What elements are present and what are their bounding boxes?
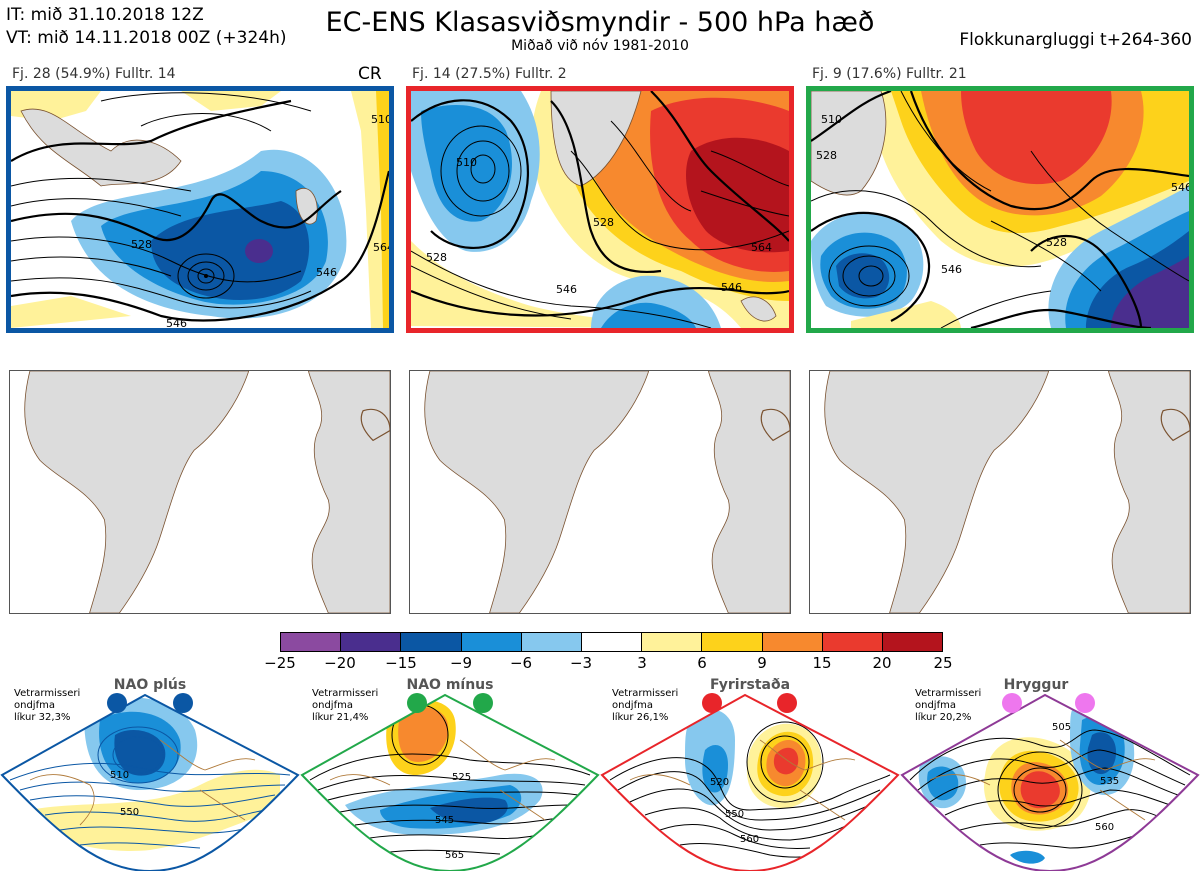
cluster-1-anomaly-chart: 528 546 546 564 510 (11, 91, 389, 328)
colorbar-swatch (521, 633, 582, 651)
land-outline (824, 371, 1190, 613)
colorbar-tick: −3 (569, 654, 593, 672)
regime-2-note: Vetrarmisseri ondjfma líkur 21,4% (312, 688, 379, 723)
contour-label: 560 (740, 834, 759, 845)
colorbar-tick: 25 (933, 654, 953, 672)
colorbar-swatch (642, 633, 703, 651)
cluster-3-label: Fj. 9 (17.6%) Fulltr. 21 (812, 66, 967, 82)
contour-label: 520 (710, 777, 729, 788)
colorbar-swatch (762, 633, 823, 651)
contour-label: 528 (1046, 236, 1067, 249)
regime-1-dot-right (173, 693, 193, 713)
contour-label: 546 (721, 281, 742, 294)
regime-2-map[interactable]: 525 545 565 (300, 690, 600, 873)
colorbar-tick: 3 (637, 654, 647, 672)
contour-label: 546 (166, 317, 187, 328)
regime-4-title: Hryggur (1003, 677, 1069, 693)
colorbar-tick: 6 (697, 654, 707, 672)
regime-2-dot-right (473, 693, 493, 713)
contour-label: 505 (1052, 722, 1071, 733)
contour-label: 528 (593, 216, 614, 229)
contour-label: 564 (373, 241, 389, 254)
empty-map-2[interactable] (409, 370, 791, 614)
valid-time: VT: mið 14.11.2018 00Z (+324h) (6, 28, 287, 48)
regime-3-chart: 520 550 560 (600, 693, 900, 873)
regime-2-chart: 525 545 565 (300, 693, 600, 873)
regime-4-map[interactable]: 505 535 560 (900, 690, 1200, 873)
colorbar-tick: 20 (872, 654, 892, 672)
colorbar-tick: −9 (449, 654, 473, 672)
cluster-2-anomaly-chart: 510 528 546 546 564 528 564 (411, 91, 789, 328)
page-title: EC-ENS Klasasviðsmyndir - 500 hPa hæð (325, 7, 875, 38)
cluster-3-anomaly-chart: 510 528 546 528 564 546 (811, 91, 1189, 328)
colorbar-tick: 9 (757, 654, 767, 672)
colorbar-swatch (882, 633, 943, 651)
colorbar-swatch (281, 633, 342, 651)
regime-1-map[interactable]: 510 550 (0, 690, 300, 873)
regime-3-dot-right (777, 693, 797, 713)
contour-label: 528 (816, 149, 837, 162)
contour-label: 535 (1100, 776, 1119, 787)
contour-label: 565 (445, 850, 464, 861)
colorbar-swatch (461, 633, 522, 651)
contour-label: 560 (1095, 822, 1114, 833)
cluster-1-label: Fj. 28 (54.9%) Fulltr. 14 (12, 66, 176, 82)
page-subtitle: Miðað við nóv 1981-2010 (511, 38, 689, 54)
regime-4-dot-left (1002, 693, 1022, 713)
regime-4-chart: 505 535 560 (900, 693, 1200, 873)
regime-3-map[interactable]: 520 550 560 (600, 690, 900, 873)
cluster-2-map[interactable]: 510 528 546 546 564 528 564 (406, 86, 794, 333)
regime-2-dot-left (407, 693, 427, 713)
contour-label: 550 (120, 807, 139, 818)
contour-label: 546 (1171, 181, 1189, 194)
regime-3-title: Fyrirstaða (709, 677, 791, 693)
colorbar-tick: 15 (812, 654, 832, 672)
classification-window: Flokkunargluggi t+264-360 (959, 30, 1192, 50)
contour-label: 510 (456, 156, 477, 169)
contour-label: 525 (452, 772, 471, 783)
colorbar-swatch (341, 633, 402, 651)
empty-map-1[interactable] (9, 370, 391, 614)
contour-label: 545 (435, 815, 454, 826)
cluster-1-map[interactable]: 528 546 546 564 510 (6, 86, 394, 333)
colorbar-swatch (702, 633, 763, 651)
empty-map-3[interactable] (809, 370, 1191, 614)
contour-label: 546 (316, 266, 337, 279)
cluster-3-map[interactable]: 510 528 546 528 564 546 (806, 86, 1194, 333)
colorbar-swatch (581, 633, 643, 651)
colorbar-tick: −25 (264, 654, 296, 672)
colorbar-tick: −6 (509, 654, 533, 672)
contour-label: 510 (371, 113, 389, 126)
contour-label: 528 (131, 238, 152, 251)
regime-1-title: NAO plús (113, 677, 187, 693)
contour-label: 528 (426, 251, 447, 264)
contour-label: 564 (751, 241, 772, 254)
land-outline (424, 371, 790, 613)
colorbar-tick: −20 (324, 654, 356, 672)
contour-label: 546 (941, 263, 962, 276)
regime-3-note: Vetrarmisseri ondjfma líkur 26,1% (612, 688, 679, 723)
colorbar-tick: −15 (385, 654, 417, 672)
regime-1-dot-left (107, 693, 127, 713)
regime-1-note: Vetrarmisseri ondjfma líkur 32,3% (14, 688, 81, 723)
regime-4-dot-right (1075, 693, 1095, 713)
contour-label: 550 (725, 809, 744, 820)
colorbar-swatch (401, 633, 462, 651)
cluster-2-label: Fj. 14 (27.5%) Fulltr. 2 (412, 66, 567, 82)
contour-label: 510 (821, 113, 842, 126)
contour-label: 564 (961, 326, 982, 328)
regime-1-chart: 510 550 (0, 693, 300, 873)
regime-4-note: Vetrarmisseri ondjfma líkur 20,2% (915, 688, 982, 723)
run-info: IT: mið 31.10.2018 12Z VT: mið 14.11.201… (6, 4, 287, 50)
colorbar-swatch (822, 633, 883, 651)
land-outline (24, 371, 390, 613)
cluster-1-tag: CR (358, 64, 382, 84)
contour-label: 510 (110, 770, 129, 781)
anomaly-colorbar (280, 632, 943, 652)
contour-label: 546 (556, 283, 577, 296)
regime-2-title: NAO mínus (406, 677, 494, 693)
regime-3-dot-left (702, 693, 722, 713)
initial-time: IT: mið 31.10.2018 12Z (6, 5, 204, 25)
